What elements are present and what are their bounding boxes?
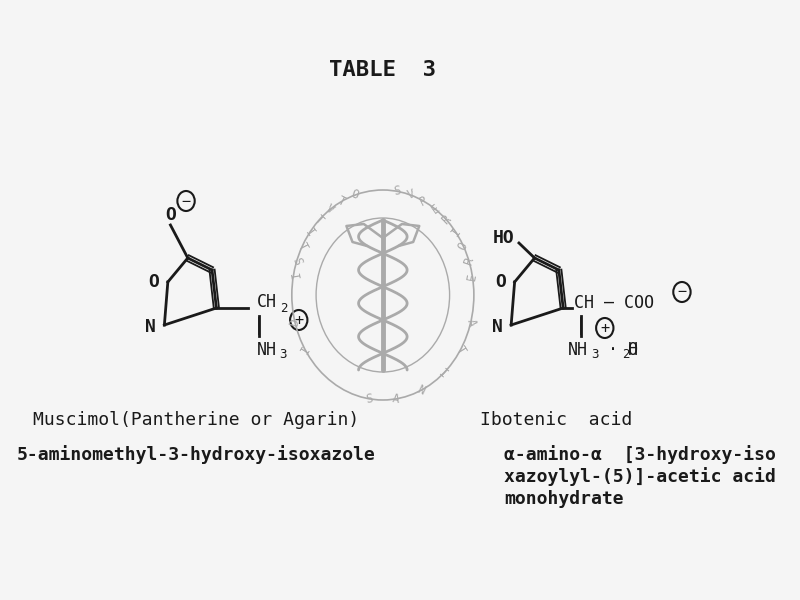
Text: I: I xyxy=(286,272,300,281)
Text: NH: NH xyxy=(568,341,588,359)
Text: T: T xyxy=(453,344,468,356)
Text: S: S xyxy=(290,256,304,266)
Text: T: T xyxy=(312,213,326,227)
Text: O: O xyxy=(165,206,176,224)
Text: 5-aminomethyl-3-hydroxy-isoxazole: 5-aminomethyl-3-hydroxy-isoxazole xyxy=(17,446,376,464)
Text: P: P xyxy=(418,194,430,209)
Text: T: T xyxy=(295,240,310,252)
Text: · H: · H xyxy=(598,341,638,359)
Text: 3: 3 xyxy=(591,347,598,361)
Text: S: S xyxy=(365,392,374,406)
Text: HO: HO xyxy=(493,229,514,247)
Text: O: O xyxy=(350,188,361,202)
Text: E: E xyxy=(429,202,442,217)
Text: N: N xyxy=(415,383,427,398)
Text: Muscimol(Pantherine or Agarin): Muscimol(Pantherine or Agarin) xyxy=(34,411,359,429)
Text: E: E xyxy=(466,272,479,281)
Text: |: | xyxy=(575,317,586,335)
Text: xazoylyl-(5)]-acetic acid: xazoylyl-(5)]-acetic acid xyxy=(504,467,776,487)
Text: +: + xyxy=(600,320,610,335)
Text: −: − xyxy=(678,284,686,299)
Text: 3: 3 xyxy=(280,347,287,361)
Text: CH – COO: CH – COO xyxy=(574,294,654,312)
Text: A: A xyxy=(391,392,401,406)
Text: I: I xyxy=(436,366,450,380)
Text: Ibotenic  acid: Ibotenic acid xyxy=(480,411,632,429)
Text: O: O xyxy=(456,240,470,252)
Text: V: V xyxy=(406,188,416,202)
Text: TABLE  3: TABLE 3 xyxy=(330,60,436,80)
Text: V: V xyxy=(323,202,337,217)
Text: monohydrate: monohydrate xyxy=(504,490,624,508)
Text: 2: 2 xyxy=(622,347,630,361)
Text: O: O xyxy=(628,341,638,359)
Text: D: D xyxy=(288,317,302,327)
Text: CH: CH xyxy=(257,293,277,311)
Text: I: I xyxy=(449,226,463,239)
Text: N: N xyxy=(145,318,156,336)
Text: I: I xyxy=(302,226,317,239)
Text: R: R xyxy=(462,256,476,266)
Text: S: S xyxy=(392,184,402,198)
Text: O: O xyxy=(149,273,159,291)
Text: I: I xyxy=(298,344,313,356)
Text: −: − xyxy=(182,193,190,208)
Text: O: O xyxy=(495,273,506,291)
Text: A: A xyxy=(463,317,478,327)
Text: 2: 2 xyxy=(280,301,287,314)
Text: N: N xyxy=(492,318,502,336)
Text: α-amino-α  [3-hydroxy-iso: α-amino-α [3-hydroxy-iso xyxy=(504,446,776,464)
Text: R: R xyxy=(439,213,454,227)
Text: |: | xyxy=(254,317,264,335)
Text: NH: NH xyxy=(257,341,277,359)
Text: T: T xyxy=(336,194,348,209)
Text: +: + xyxy=(294,313,303,328)
